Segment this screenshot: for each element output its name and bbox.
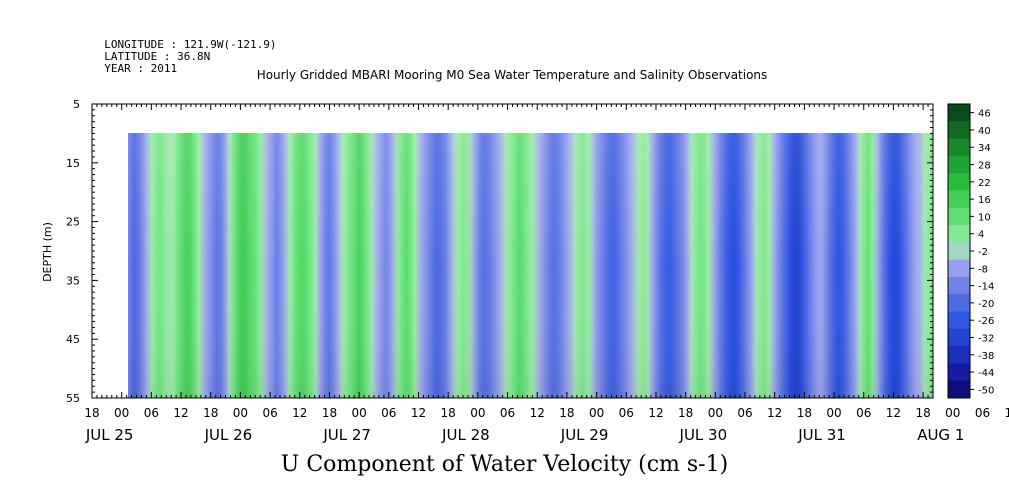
colorbar-label: 10	[978, 212, 991, 223]
colorbar-band	[948, 173, 970, 191]
x-tick-label: 18	[322, 406, 337, 420]
colorbar-label: -14	[978, 282, 994, 293]
colorbar-label: 46	[978, 109, 991, 120]
x-tick-label: 00	[589, 406, 604, 420]
y-tick-label: 35	[66, 274, 80, 287]
x-tick-label: 12	[411, 406, 426, 420]
colorbar-band	[948, 138, 970, 157]
colorbar-band	[948, 242, 970, 261]
x-tick-label: 00	[470, 406, 485, 420]
y-tick-label: 55	[66, 392, 80, 405]
year-value: 2011	[150, 62, 178, 75]
x-axis-day-labels: JUL 25 JUL 26 JUL 27 JUL 28 JUL 29 JUL 30 JUL …	[85, 426, 965, 444]
x-tick-label: 12	[648, 406, 663, 420]
x-tick-label: 18	[915, 406, 930, 420]
colorbar-band	[948, 259, 970, 278]
colorbar-band	[948, 380, 970, 399]
colorbar-label: 34	[978, 143, 991, 154]
x-tick-label: 12	[886, 406, 901, 420]
colorbar-band	[948, 294, 970, 313]
colorbar-label: 4	[978, 230, 984, 241]
year-label: YEAR :	[104, 62, 144, 75]
x-axis-ticks	[91, 104, 934, 398]
x-day-label: JUL 28	[441, 426, 490, 444]
longitude-label: LONGITUDE :	[104, 38, 178, 51]
colorbar-band	[948, 225, 970, 243]
x-day-label: JUL 27	[322, 426, 371, 444]
colorbar-band	[948, 207, 970, 226]
x-tick-label: 18	[797, 406, 812, 420]
x-tick-label: 18	[84, 406, 99, 420]
colorbar-band	[948, 155, 970, 174]
x-tick-label: 06	[975, 406, 990, 420]
latitude-label: LATITUDE :	[104, 50, 171, 63]
x-tick-label: 18	[559, 406, 574, 420]
x-tick-label: 00	[233, 406, 248, 420]
colorbar-label: -8	[978, 264, 988, 275]
colorbar-label: 16	[978, 195, 991, 206]
x-tick-label: 12	[173, 406, 188, 420]
x-tick-label: 06	[262, 406, 277, 420]
longitude-value: 121.9W(-121.9)	[183, 38, 277, 51]
y-axis-labels: 5 15 25 35 45 55	[66, 98, 80, 405]
colorbar-label: -50	[978, 385, 994, 396]
x-tick-label: 12	[292, 406, 307, 420]
colorbar-frame	[947, 103, 971, 399]
x-tick-label: 06	[144, 406, 159, 420]
colorbar-label: -2	[978, 247, 988, 258]
x-day-label: AUG 1	[917, 426, 964, 444]
x-tick-label: 00	[826, 406, 841, 420]
x-tick-label: 18	[203, 406, 218, 420]
x-tick-label: 00	[945, 406, 960, 420]
colorbar-band	[948, 346, 970, 364]
colorbar-label: -32	[978, 333, 994, 344]
colorbar-band	[948, 190, 970, 209]
y-axis-ticks	[92, 103, 933, 399]
colorbar-label: -20	[978, 299, 994, 310]
y-tick-label: 5	[73, 98, 80, 111]
x-tick-label: 06	[856, 406, 871, 420]
x-day-label: JUL 26	[204, 426, 253, 444]
chart-title: Hourly Gridded MBARI Mooring M0 Sea Wate…	[256, 68, 768, 82]
y-tick-label: 25	[66, 216, 80, 229]
x-tick-label: 06	[381, 406, 396, 420]
x-tick-label: 00	[114, 406, 129, 420]
x-day-label: JUL 29	[560, 426, 609, 444]
colorbar-label: 28	[978, 161, 991, 172]
colorbar-band	[948, 121, 970, 140]
colorbar-label: -38	[978, 351, 994, 362]
y-tick-label: 45	[66, 333, 80, 346]
x-day-label: JUL 30	[679, 426, 728, 444]
y-tick-label: 15	[66, 157, 80, 170]
x-tick-label: 12	[767, 406, 782, 420]
colorbar-label: -26	[978, 316, 994, 327]
x-tick-label: 06	[500, 406, 515, 420]
x-tick-label: 18	[441, 406, 456, 420]
x-tick-label: 18	[678, 406, 693, 420]
colorbar-band	[948, 363, 970, 382]
y-axis-title: DEPTH (m)	[41, 222, 54, 282]
colorbar: 46 40 34 28 22 16 10 4 -2 -8 -14 -20 -26 -32 -38 -44 -50	[947, 103, 994, 399]
x-tick-label: 06	[619, 406, 634, 420]
colorbar-label: 22	[978, 178, 991, 189]
x-day-label: JUL 31	[797, 426, 846, 444]
colorbar-band	[948, 328, 970, 347]
colorbar-band	[948, 276, 970, 295]
x-tick-label: 12	[1005, 406, 1009, 420]
x-day-label: JUL 25	[85, 426, 134, 444]
colorbar-label: 40	[978, 126, 991, 137]
colorbar-band	[948, 104, 970, 122]
x-tick-label: 06	[737, 406, 752, 420]
latitude-value: 36.8N	[177, 50, 211, 63]
colorbar-label: -44	[978, 368, 994, 379]
heatmap-depth-shading	[128, 133, 933, 398]
x-axis-hour-labels: 18 00 06 12 18 00 06 12 18 00 06 12 18 00 06 12 18 00 06 12…	[84, 406, 1009, 420]
colorbar-band	[948, 311, 970, 330]
x-axis-title: U Component of Water Velocity (cm s-1)	[280, 452, 729, 477]
x-tick-label: 00	[352, 406, 367, 420]
x-tick-label: 00	[708, 406, 723, 420]
x-tick-label: 12	[530, 406, 545, 420]
